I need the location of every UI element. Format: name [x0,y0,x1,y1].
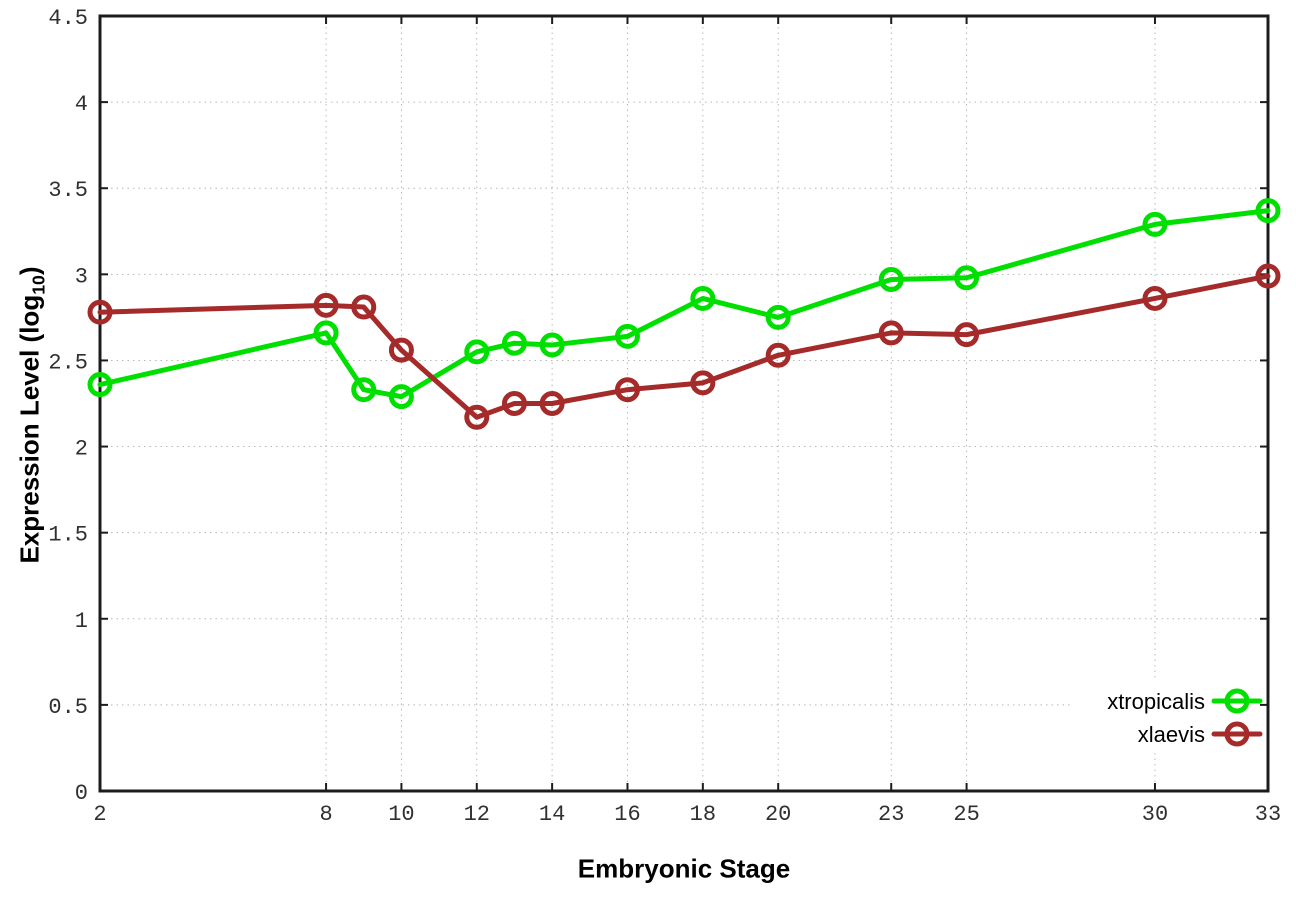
data-point-xlaevis [765,342,791,368]
data-point-xlaevis [464,404,490,430]
y-axis-title: Expression Level (log10) [14,266,49,563]
data-point-xtropicalis [87,372,113,398]
x-tick-label: 23 [878,802,904,827]
legend-label-xlaevis: xlaevis [1138,722,1205,747]
x-tick-label: 30 [1142,802,1168,827]
y-axis-title-subscript: 10 [28,275,49,295]
data-point-xtropicalis [614,323,640,349]
data-point-xlaevis [388,337,414,363]
data-point-xtropicalis [1255,198,1281,224]
data-point-xtropicalis [464,339,490,365]
x-tick-label: 18 [690,802,716,827]
data-point-xlaevis [954,322,980,348]
data-point-xtropicalis [313,320,339,346]
y-tick-label: 3.5 [48,178,88,203]
data-point-xlaevis [614,377,640,403]
series-line-xtropicalis [97,208,1271,400]
x-tick-label: 8 [319,802,332,827]
legend-sample-marker-xlaevis [1224,721,1250,747]
data-point-xlaevis [539,391,565,416]
x-tick-label: 20 [765,802,791,827]
data-point-xlaevis [1255,263,1281,289]
y-axis-title-text: Expression Level (log [14,294,45,564]
legend-label-xtropicalis: xtropicalis [1107,689,1205,714]
legend-sample-marker-xtropicalis [1224,688,1250,714]
y-tick-label: 0 [75,781,88,806]
data-point-xtropicalis [878,267,904,292]
x-tick-label: 16 [614,802,640,827]
data-point-xtropicalis [765,304,791,330]
y-tick-label: 2 [75,437,88,462]
x-tick-label: 12 [464,802,490,827]
data-point-xtropicalis [954,265,980,291]
y-tick-label: 4.5 [48,6,88,31]
data-point-xlaevis [690,370,716,396]
data-point-xtropicalis [690,285,716,311]
data-point-xlaevis [1142,285,1168,311]
y-tick-label: 2.5 [48,350,88,375]
data-point-xtropicalis [539,332,565,358]
y-tick-label: 1 [75,609,88,634]
x-tick-label: 25 [953,802,979,827]
y-tick-label: 4 [75,92,88,117]
data-point-xlaevis [313,292,339,318]
y-axis-title-close: ) [14,266,45,276]
data-point-xlaevis [878,320,904,346]
data-point-xtropicalis [1142,211,1168,237]
y-tick-label: 0.5 [48,695,88,720]
data-point-xtropicalis [501,330,527,356]
data-point-xlaevis [87,299,113,325]
data-point-xtropicalis [351,377,377,403]
x-tick-label: 10 [388,802,414,827]
y-tick-label: 1.5 [48,523,88,548]
data-point-xtropicalis [388,384,414,410]
y-tick-label: 3 [75,264,88,289]
x-axis-title: Embryonic Stage [577,853,791,884]
plot-border [98,14,1270,793]
x-tick-label: 14 [539,802,565,827]
x-tick-label: 33 [1255,802,1281,827]
x-tick-label: 2 [93,802,106,827]
data-point-xlaevis [501,391,527,416]
data-point-xlaevis [351,294,377,320]
